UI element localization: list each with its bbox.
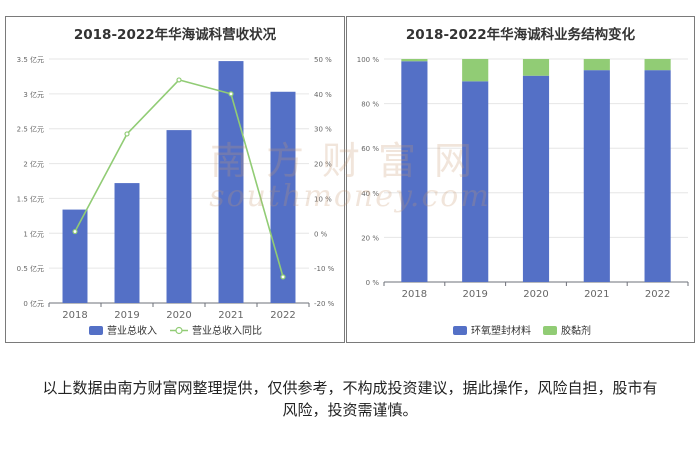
x-axis-tick-label: 2020 (166, 310, 191, 321)
y-axis-tick-label: 0 % (366, 279, 380, 287)
x-axis-tick-label: 2021 (218, 310, 243, 321)
x-axis-tick-label: 2020 (523, 289, 548, 300)
legend-growth-label: 营业总收入同比 (192, 324, 262, 337)
x-axis-tick-label: 2021 (584, 289, 609, 300)
growth-point (72, 228, 78, 235)
legend-adhesive-swatch (543, 326, 557, 335)
left-axis-tick-label: 1.5 亿元 (17, 194, 44, 203)
legend-revenue-swatch (89, 326, 103, 335)
left-axis-tick-label: 2 亿元 (23, 160, 44, 169)
segment-adhesive-bar (401, 59, 428, 62)
structure-chart-panel: 2018-2022年华海诚科业务结构变化 0 % 20 % 40 % 60 % 80 %… (346, 16, 695, 343)
legend-epoxy-label: 环氧塑封材料 (471, 324, 531, 337)
segment-adhesive-bar (462, 59, 489, 82)
segment-adhesive-bar (522, 59, 550, 76)
left-axis-tick-label: 2.5 亿元 (17, 125, 44, 134)
right-axis-tick-label: 20 % (314, 161, 332, 169)
x-axis-tick-label: 2018 (402, 289, 427, 300)
right-axis-tick-label: 50 % (314, 56, 332, 64)
revenue-bar (166, 130, 192, 303)
y-axis-tick-label: 20 % (361, 234, 379, 242)
disclaimer-text: 以上数据由南方财富网整理提供，仅供参考，不构成投资建议，据此操作，风险自担，股市… (42, 379, 658, 419)
revenue-bar (218, 61, 244, 303)
segment-epoxy-bar (401, 61, 428, 283)
segment-epoxy-bar (644, 70, 671, 283)
y-axis-tick-label: 100 % (357, 56, 380, 64)
right-axis-tick-label: 40 % (314, 91, 332, 99)
x-axis-tick-label: 2019 (114, 310, 139, 321)
revenue-bar (270, 91, 296, 303)
segment-adhesive-bar (583, 59, 610, 71)
right-axis-tick-label: 10 % (314, 195, 332, 203)
segment-epoxy-bar (583, 70, 610, 283)
right-axis-tick-label: -20 % (314, 300, 335, 308)
revenue-chart-svg: 0 亿元 0.5 亿元 1 亿元 1.5 亿元 2 亿元 2.5 亿元 3 亿元 3.5 亿元… (17, 55, 335, 337)
right-axis-tick-label: 0 % (314, 230, 328, 238)
structure-chart-svg: 0 % 20 % 40 % 60 % 80 % 100 % 2018 2019 2020 2021… (357, 56, 689, 337)
structure-chart-title: 2018-2022年华海诚科业务结构变化 (405, 27, 636, 43)
growth-point (280, 274, 286, 280)
legend-adhesive-label: 胶黏剂 (561, 324, 591, 337)
legend-epoxy-swatch (453, 326, 467, 335)
left-axis-tick-label: 1 亿元 (23, 229, 44, 238)
segment-adhesive-bar (644, 59, 671, 71)
y-axis-tick-label: 60 % (361, 145, 379, 153)
y-axis-tick-label: 40 % (361, 190, 379, 198)
x-axis-tick-label: 2019 (462, 289, 487, 300)
right-axis-tick-label: 30 % (314, 126, 332, 134)
growth-point (228, 91, 234, 97)
left-axis-tick-label: 3 亿元 (23, 90, 44, 99)
segment-epoxy-bar (522, 75, 550, 282)
x-axis-tick-label: 2022 (270, 310, 295, 321)
left-axis-tick-label: 0 亿元 (23, 299, 44, 308)
left-axis-tick-label: 3.5 亿元 (17, 55, 44, 64)
x-axis-tick-label: 2022 (645, 289, 670, 300)
left-axis-tick-label: 0.5 亿元 (17, 264, 44, 273)
revenue-bar (114, 183, 140, 303)
growth-point (176, 77, 182, 83)
revenue-chart-title: 2018-2022年华海诚科营收状况 (73, 27, 277, 43)
legend-revenue-label: 营业总收入 (107, 324, 157, 337)
y-axis-tick-label: 80 % (361, 101, 379, 109)
legend-growth-marker (175, 326, 183, 335)
growth-point (124, 131, 130, 137)
revenue-chart-panel: 2018-2022年华海诚科营收状况 0 亿元 0.5 亿元 1 亿元 1.5 亿元 2… (5, 16, 345, 343)
x-axis-tick-label: 2018 (62, 310, 87, 321)
revenue-bar (62, 209, 88, 303)
right-axis-tick-label: -10 % (314, 265, 335, 273)
segment-epoxy-bar (462, 81, 489, 282)
